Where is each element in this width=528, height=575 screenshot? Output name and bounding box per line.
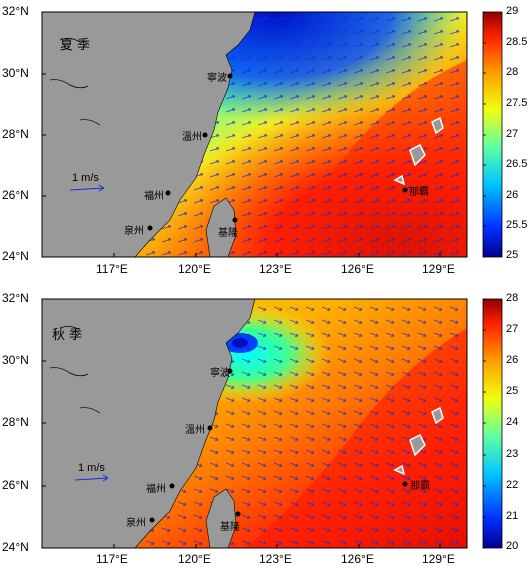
summer-cb-tick-7: 25.5	[506, 219, 528, 231]
summer-city-naha: 那霸	[409, 187, 429, 198]
autumn-city-fuzhou: 福州	[146, 484, 166, 495]
autumn-ylabel-24: 24°N	[2, 540, 29, 554]
autumn-cb-tick-4: 24	[506, 416, 519, 428]
summer-cb-tick-4: 27	[506, 128, 519, 140]
autumn-ylabel-32: 32°N	[2, 291, 29, 305]
summer-map-svg	[41, 11, 503, 258]
autumn-xlabel-123: 123°E	[259, 552, 292, 566]
autumn-cb-tick-7: 21	[506, 510, 519, 522]
summer-cb-tick-5: 26.5	[506, 158, 528, 170]
summer-xlabel-120: 120°E	[178, 262, 211, 276]
summer-ylabel-26: 26°N	[2, 188, 29, 202]
autumn-ylabel-26: 26°N	[2, 478, 29, 492]
summer-city-dots	[147, 73, 408, 231]
summer-xlabel-123: 123°E	[259, 262, 292, 276]
summer-season-label: 夏季	[60, 38, 95, 53]
summer-ticks	[42, 11, 441, 258]
summer-cb-tick-8: 25	[506, 249, 519, 261]
summer-taiwan	[205, 197, 237, 257]
summer-ylabel-24: 24°N	[2, 249, 29, 263]
autumn-cb-tick-5: 23	[506, 448, 519, 460]
summer-mainland	[42, 12, 256, 257]
autumn-map-svg	[41, 298, 503, 549]
summer-city-fuzhou: 福州	[144, 191, 164, 202]
summer-ylabel-30: 30°N	[2, 66, 29, 80]
autumn-city-dots	[149, 368, 408, 523]
autumn-plot-area	[42, 299, 467, 548]
autumn-city-ningbo: 寧波	[210, 368, 230, 379]
autumn-cb-tick-1: 27	[506, 323, 519, 335]
summer-city-wenzhou: 溫州	[182, 132, 202, 143]
autumn-colorbar	[482, 298, 503, 549]
summer-colorbar	[482, 11, 503, 258]
autumn-city-keelung: 基隆	[220, 522, 240, 533]
autumn-ticks	[42, 298, 441, 549]
autumn-taiwan	[205, 488, 237, 548]
autumn-panel: 秋季 32°N 30°N 28°N 26°N 24°N 117°E 120°E …	[0, 288, 528, 575]
autumn-cb-tick-8: 20	[506, 540, 519, 552]
summer-cb-tick-3: 27.5	[506, 97, 528, 109]
autumn-cb-tick-3: 25	[506, 385, 519, 397]
summer-plot-area	[42, 12, 467, 257]
autumn-xlabel-117: 117°E	[96, 552, 128, 566]
summer-xlabel-126: 126°E	[341, 262, 374, 276]
summer-scale-label: 1 m/s	[72, 172, 99, 184]
autumn-cb-tick-2: 26	[506, 354, 519, 366]
autumn-ylabel-28: 28°N	[2, 415, 29, 429]
autumn-city-quanzhou: 泉州	[126, 518, 146, 529]
summer-panel: 夏季 32°N 30°N 28°N 26°N 24°N 117°E 120°E …	[0, 0, 528, 287]
summer-xlabel-129: 129°E	[422, 262, 455, 276]
summer-cb-tick-2: 28	[506, 66, 519, 78]
autumn-city-naha: 那霸	[410, 481, 430, 492]
autumn-cb-tick-0: 28	[506, 292, 519, 304]
autumn-season-label: 秋季	[52, 328, 87, 343]
autumn-mainland	[42, 299, 256, 548]
summer-cb-tick-6: 26	[506, 189, 519, 201]
summer-city-quanzhou: 泉州	[124, 226, 144, 237]
summer-xlabel-117: 117°E	[96, 262, 128, 276]
autumn-scale-label: 1 m/s	[78, 462, 105, 474]
autumn-ryukyu	[393, 406, 444, 476]
autumn-cb-tick-6: 22	[506, 479, 519, 491]
summer-scale-arrow	[69, 187, 105, 191]
autumn-xlabel-129: 129°E	[422, 552, 455, 566]
autumn-xlabel-126: 126°E	[341, 552, 374, 566]
autumn-scale-arrow	[74, 477, 109, 481]
summer-cb-tick-0: 29	[506, 5, 519, 17]
summer-ylabel-32: 32°N	[2, 4, 29, 18]
autumn-xlabel-120: 120°E	[178, 552, 211, 566]
summer-ryukyu	[393, 116, 444, 186]
summer-ylabel-28: 28°N	[2, 127, 29, 141]
summer-city-ningbo: 寧波	[207, 73, 227, 84]
summer-cb-tick-1: 28.5	[506, 36, 528, 48]
autumn-city-wenzhou: 溫州	[185, 425, 205, 436]
autumn-ylabel-30: 30°N	[2, 353, 29, 367]
summer-city-keelung: 基隆	[218, 228, 238, 239]
